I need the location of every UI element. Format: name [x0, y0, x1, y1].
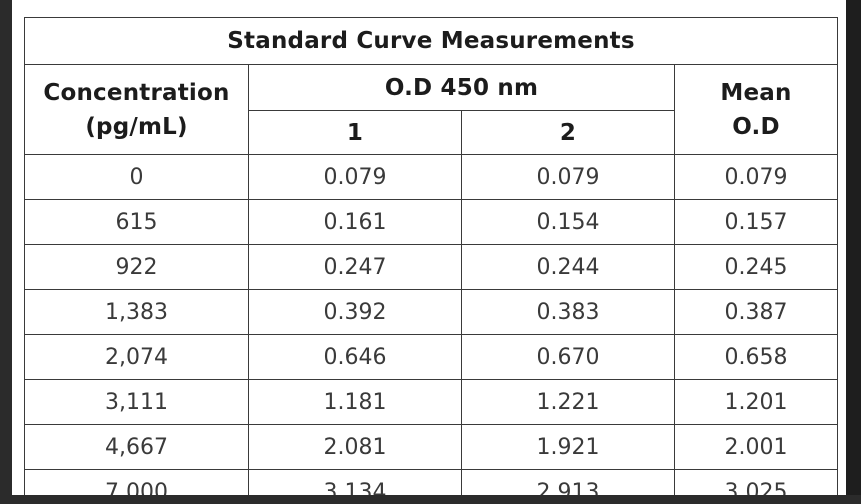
concentration-cell: 0 — [24, 154, 249, 200]
table-row: 7,000 3.134 2.913 3.025 — [24, 469, 839, 495]
mean-cell: 3.025 — [673, 469, 839, 495]
left-border — [0, 0, 12, 504]
od2-cell: 0.670 — [461, 334, 675, 380]
od1-cell: 1.181 — [248, 379, 462, 425]
concentration-header-line1: Concentration — [43, 79, 230, 106]
od-replicate-2-header: 2 — [461, 110, 675, 155]
od2-cell: 0.383 — [461, 289, 675, 335]
concentration-cell: 3,111 — [24, 379, 249, 425]
mean-cell: 0.079 — [673, 154, 839, 200]
table-row: 922 0.247 0.244 0.245 — [24, 244, 839, 290]
mean-cell: 0.387 — [673, 289, 839, 335]
od1-cell: 0.392 — [248, 289, 462, 335]
od1-cell: 0.646 — [248, 334, 462, 380]
table-row: 4,667 2.081 1.921 2.001 — [24, 424, 839, 470]
concentration-cell: 922 — [24, 244, 249, 290]
od1-cell: 3.134 — [248, 469, 462, 495]
od1-cell: 2.081 — [248, 424, 462, 470]
mean-cell: 0.658 — [673, 334, 839, 380]
table-row: 2,074 0.646 0.670 0.658 — [24, 334, 839, 380]
od2-cell: 0.244 — [461, 244, 675, 290]
concentration-cell: 7,000 — [24, 469, 249, 495]
od1-cell: 0.247 — [248, 244, 462, 290]
document-sheet: Standard Curve Measurements Concentratio… — [12, 0, 846, 495]
od2-cell: 1.221 — [461, 379, 675, 425]
concentration-header-line2: (pg/mL) — [85, 113, 188, 140]
table-row: 615 0.161 0.154 0.157 — [24, 199, 839, 245]
standard-curve-table: Standard Curve Measurements Concentratio… — [23, 17, 839, 495]
mean-header-line2: O.D — [732, 113, 780, 140]
right-border — [846, 0, 861, 504]
concentration-cell: 4,667 — [24, 424, 249, 470]
table-row: 0 0.079 0.079 0.079 — [24, 154, 839, 200]
mean-cell: 0.157 — [673, 199, 839, 245]
od2-cell: 0.154 — [461, 199, 675, 245]
table-row: 3,111 1.181 1.221 1.201 — [24, 379, 839, 425]
concentration-cell: 1,383 — [24, 289, 249, 335]
mean-header-line1: Mean — [720, 79, 792, 106]
od1-cell: 0.079 — [248, 154, 462, 200]
od-replicate-1-header: 1 — [248, 110, 462, 155]
table-title: Standard Curve Measurements — [23, 17, 839, 65]
od-group-header: O.D 450 nm — [248, 64, 675, 111]
od2-cell: 0.079 — [461, 154, 675, 200]
od2-cell: 2.913 — [461, 469, 675, 495]
mean-cell: 0.245 — [673, 244, 839, 290]
concentration-cell: 2,074 — [24, 334, 249, 380]
od1-cell: 0.161 — [248, 199, 462, 245]
concentration-header: Concentration (pg/mL) — [24, 64, 249, 155]
table-row: 1,383 0.392 0.383 0.387 — [24, 289, 839, 335]
od2-cell: 1.921 — [461, 424, 675, 470]
mean-cell: 2.001 — [673, 424, 839, 470]
mean-cell: 1.201 — [673, 379, 839, 425]
bottom-border — [0, 495, 861, 504]
concentration-cell: 615 — [24, 199, 249, 245]
mean-od-header: Mean O.D — [673, 64, 839, 155]
